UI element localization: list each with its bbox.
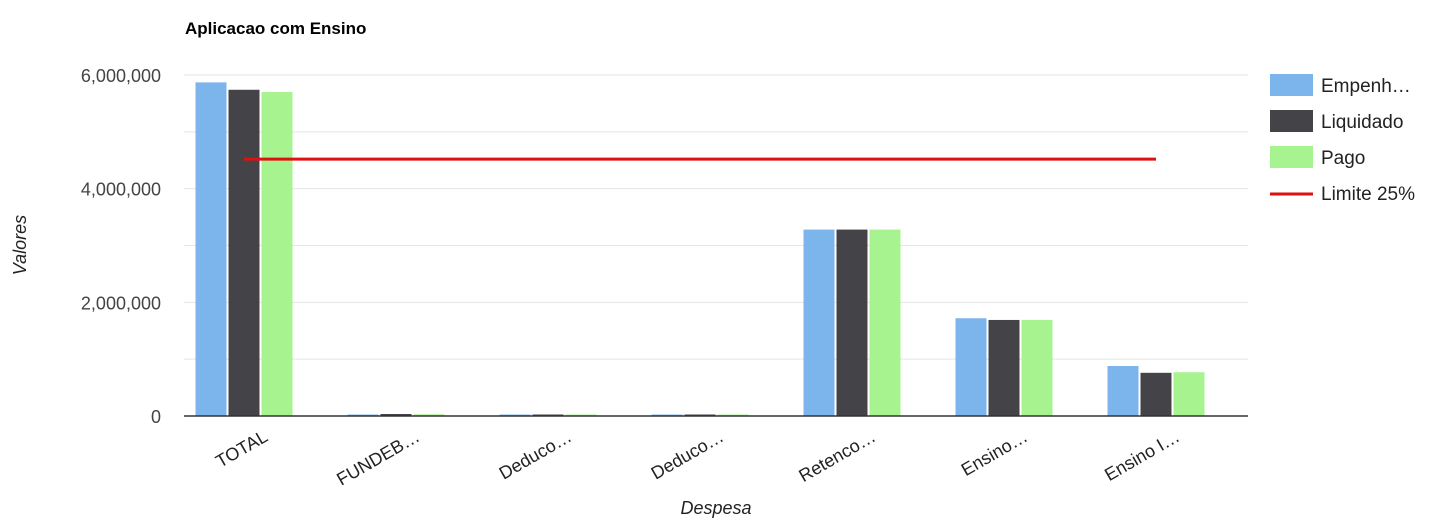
bar [380,414,412,416]
bar [228,89,260,416]
x-axis-ticks: TOTAL FUNDEB… Deduco… Deduco… Retenco… Ensino… [212,426,1183,489]
legend-swatch [1270,146,1313,168]
legend-swatch [1270,74,1313,96]
bar [869,229,901,416]
y-tick-label: 2,000,000 [81,293,161,313]
legend-label: Pago [1321,148,1365,169]
bar [1140,372,1172,416]
x-tick-label: Ensino… [958,426,1031,480]
x-axis-title: Despesa [680,498,751,518]
legend-swatch [1270,110,1313,132]
bars [195,82,1205,417]
legend-label: Limite 25% [1321,184,1415,205]
bar [803,229,835,416]
bar [955,318,987,416]
bar [1107,365,1139,416]
legend: Empenh… Liquidado Pago Limite 25% [1270,74,1415,205]
x-tick-label: Ensino I… [1101,426,1183,485]
bar [988,319,1020,416]
bar [1021,319,1053,416]
y-axis-ticks: 0 2,000,000 4,000,000 6,000,000 [81,66,161,427]
bar [261,92,293,417]
bar [195,82,227,416]
legend-label: Liquidado [1321,112,1403,133]
x-tick-label: FUNDEB… [333,426,423,489]
gridlines [184,74,1248,360]
legend-label: Empenh… [1321,76,1411,97]
y-tick-label: 6,000,000 [81,66,161,86]
x-tick-label: Deduco… [648,426,727,483]
bar [413,414,445,416]
bar [836,229,868,416]
x-tick-label: Retenco… [795,426,879,486]
bar [1173,372,1205,416]
y-tick-label: 4,000,000 [81,180,161,200]
x-tick-label: TOTAL [212,426,271,472]
chart-title: Aplicacao com Ensino [185,19,366,38]
y-axis-title: Valores [10,215,30,275]
y-tick-label: 0 [151,407,161,427]
x-tick-label: Deduco… [496,426,575,483]
